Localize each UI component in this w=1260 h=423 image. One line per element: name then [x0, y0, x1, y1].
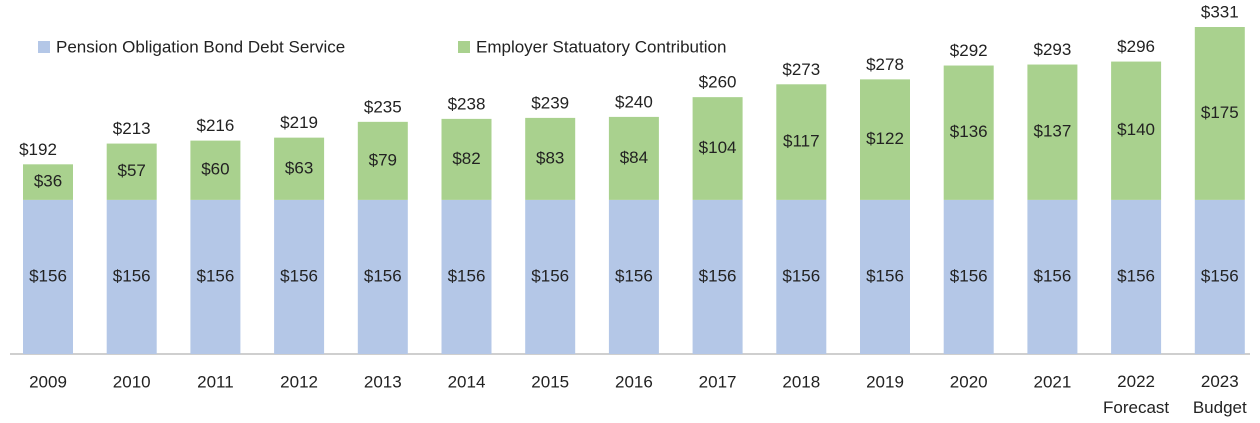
bar-segment [860, 199, 910, 354]
bar-segment [1027, 64, 1078, 200]
legend-swatch [38, 41, 50, 53]
total-label: $238 [448, 94, 486, 113]
bar-segment [776, 199, 827, 354]
bar-segment [608, 116, 659, 200]
total-label: $239 [531, 93, 569, 112]
bar-segment [274, 199, 325, 354]
bar-segment [23, 199, 73, 354]
x-tick-label: 2023 Budget [1193, 372, 1247, 417]
legend-label: Employer Statuatory Contribution [476, 37, 726, 56]
bar-segment [357, 121, 408, 200]
total-label: $278 [866, 55, 904, 74]
total-label: $216 [196, 116, 234, 135]
x-tick-label: 2016 [615, 372, 653, 391]
total-label: $192 [19, 140, 57, 159]
bar-segment [525, 199, 576, 354]
x-tick-line: Forecast [1103, 398, 1169, 417]
value-label: $36 [34, 172, 62, 191]
bar-segment [106, 199, 157, 354]
total-label: $213 [113, 119, 151, 138]
x-tick-label: 2012 [280, 372, 318, 391]
value-label: $156 [782, 266, 820, 285]
value-label: $156 [531, 266, 569, 285]
bar-segment [441, 199, 492, 354]
value-label: $117 [783, 132, 820, 151]
x-tick-label: 2009 [29, 372, 67, 391]
legend-label: Pension Obligation Bond Debt Service [56, 37, 345, 56]
x-tick-label: 2021 [1033, 372, 1071, 391]
total-label: $292 [950, 41, 988, 60]
legend-swatch [458, 41, 470, 53]
value-label: $156 [29, 266, 67, 285]
bar-segment [1194, 27, 1245, 200]
bar-segment [23, 164, 73, 200]
value-label: $156 [615, 266, 653, 285]
total-label: $273 [782, 60, 820, 79]
x-tick-label: 2014 [448, 372, 486, 391]
bar-segment [943, 65, 994, 200]
value-label: $136 [950, 122, 988, 141]
value-label: $156 [448, 266, 486, 285]
value-label: $84 [620, 148, 648, 167]
bar-segment [1111, 199, 1162, 354]
bar-segment [357, 199, 408, 354]
value-label: $140 [1117, 120, 1155, 139]
x-tick-label: 2013 [364, 372, 402, 391]
value-label: $156 [1117, 266, 1155, 285]
total-label: $296 [1117, 37, 1155, 56]
x-tick-label: 2019 [866, 372, 904, 391]
x-tick-line: Budget [1193, 398, 1247, 417]
value-label: $156 [699, 266, 737, 285]
bar-segment [860, 79, 910, 200]
x-tick-line: 2023 [1201, 372, 1239, 391]
total-label: $331 [1201, 2, 1239, 21]
value-label: $122 [866, 129, 904, 148]
bar-segment [274, 137, 325, 200]
value-label: $137 [1033, 122, 1071, 141]
value-label: $156 [113, 266, 151, 285]
x-tick-label: 2022 Forecast [1103, 372, 1169, 417]
bar-segment [608, 199, 659, 354]
total-label: $240 [615, 92, 653, 111]
value-label: $57 [118, 161, 146, 180]
bar-segment [525, 117, 576, 200]
bar-segment [1111, 61, 1162, 200]
total-label: $219 [280, 113, 318, 132]
value-label: $156 [866, 266, 904, 285]
bar-segment [441, 118, 492, 200]
bar-segment [106, 143, 157, 200]
bar-segment [1027, 199, 1078, 354]
x-tick-line: 2022 [1117, 372, 1155, 391]
value-label: $79 [369, 150, 397, 169]
value-label: $156 [1033, 266, 1071, 285]
x-tick-label: 2010 [113, 372, 151, 391]
bar-segment [1194, 199, 1245, 354]
total-label: $235 [364, 97, 402, 116]
value-label: $156 [950, 266, 988, 285]
x-tick-label: 2011 [197, 372, 234, 391]
bar-segment [943, 199, 994, 354]
value-label: $156 [280, 266, 318, 285]
bar-segment [190, 140, 241, 200]
x-tick-label: 2020 [950, 372, 988, 391]
value-label: $156 [1201, 266, 1239, 285]
x-tick-label: 2017 [699, 372, 737, 391]
total-label: $260 [699, 73, 737, 92]
value-label: $104 [699, 138, 737, 157]
value-label: $60 [201, 160, 229, 179]
x-tick-label: 2018 [782, 372, 820, 391]
value-label: $175 [1201, 103, 1239, 122]
value-label: $82 [452, 149, 480, 168]
bar-segment [692, 97, 743, 200]
bar-segment [190, 199, 241, 354]
value-label: $156 [364, 266, 402, 285]
value-label: $156 [196, 266, 234, 285]
x-tick-label: 2015 [531, 372, 569, 391]
bar-segment [692, 199, 743, 354]
value-label: $63 [285, 158, 313, 177]
total-label: $293 [1033, 40, 1071, 59]
bar-segment [776, 84, 827, 200]
value-label: $83 [536, 148, 564, 167]
